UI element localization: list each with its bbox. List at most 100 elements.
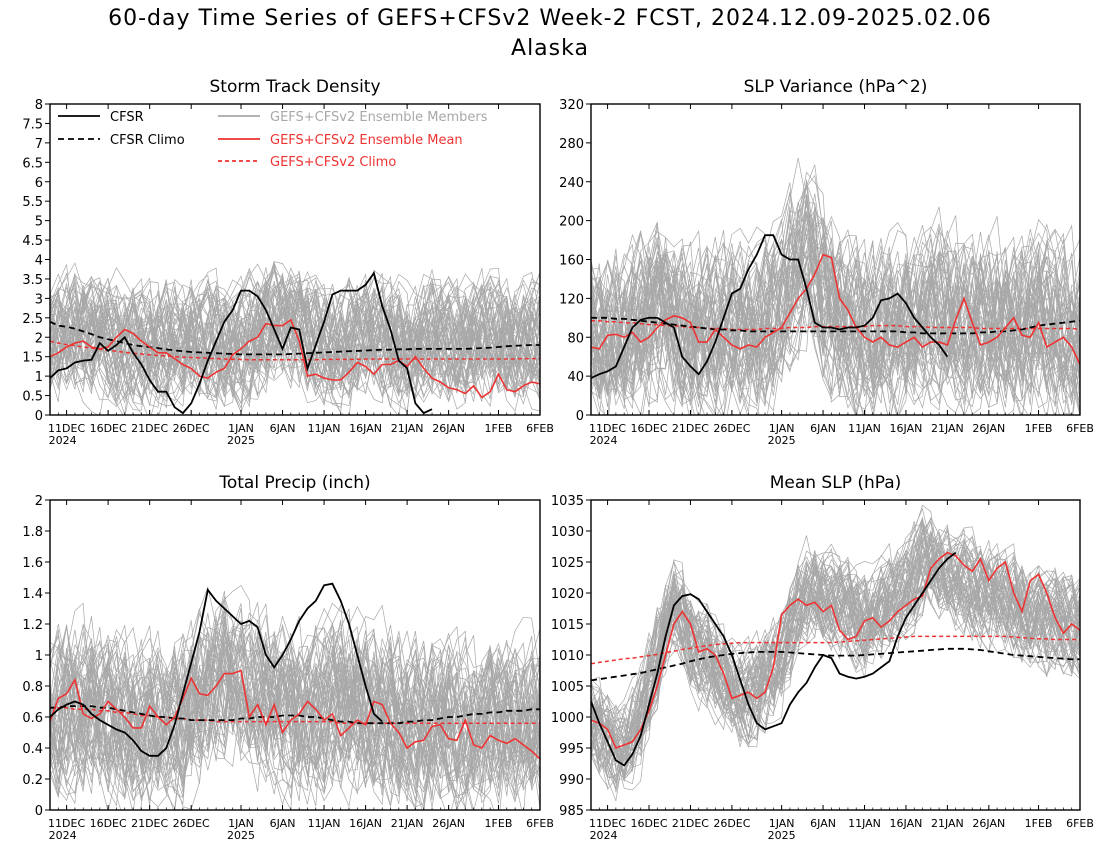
y-tick-label: 2: [35, 331, 43, 346]
x-tick-label: 1JAN: [228, 817, 254, 830]
y-tick-label: 1.4: [22, 587, 43, 602]
legend-label-gefs-climo: GEFS+CFSv2 Climo: [270, 155, 396, 170]
panel-title: SLP Variance (hPa^2): [744, 77, 928, 97]
plot-area: [50, 261, 540, 415]
y-tick-label: 1: [35, 370, 43, 385]
series-cfsr-line: [591, 234, 949, 379]
y-tick-label: 6.5: [22, 156, 43, 171]
panel-title: Storm Track Density: [209, 77, 380, 97]
series-cfsr-line: [50, 270, 433, 415]
ensemble-member-line: [50, 273, 540, 399]
y-tick-label: 3.5: [22, 273, 43, 288]
series-ens-mean-line: [50, 669, 540, 760]
y-tick-label: 1015: [551, 618, 584, 633]
x-tick-label: 16DEC: [90, 817, 127, 830]
y-tick-label: 1025: [551, 556, 584, 571]
ensemble-member-line: [591, 206, 1080, 410]
ensemble-member-line: [50, 607, 540, 783]
x-tick-label: 16DEC: [90, 422, 127, 435]
y-tick-label: 990: [559, 773, 584, 788]
x-tick-label: 21JAN: [931, 422, 964, 435]
y-tick-label: 5: [35, 215, 43, 230]
y-tick-label: 1010: [551, 649, 584, 664]
series-cfsr-climo-line: [50, 320, 540, 356]
ensemble-member-line: [591, 518, 1080, 781]
panel-slp-variance: SLP Variance (hPa^2) 0 40 80 120 160 200 240 280…: [559, 77, 1094, 447]
x-year-label: 2024: [49, 434, 77, 447]
series-ens-mean-line: [50, 318, 540, 399]
series-gefs-climo-line: [591, 635, 1080, 665]
ensemble-member-line: [591, 529, 1080, 773]
x-year-label: 2024: [49, 829, 77, 842]
y-tick-label: 1.6: [22, 556, 43, 571]
x-tick-label: 26DEC: [713, 422, 750, 435]
y-tick-label: 1020: [551, 587, 584, 602]
ensemble-member-line: [591, 164, 1080, 415]
x-year-label: 2024: [590, 434, 618, 447]
legend-label-cfsr: CFSR: [110, 110, 144, 125]
ensemble-member-line: [50, 625, 540, 782]
y-tick-label: 280: [559, 137, 584, 152]
y-tick-label: 0: [576, 409, 584, 424]
x-tick-label: 11DEC: [589, 817, 626, 830]
legend-label-members: GEFS+CFSv2 Ensemble Members: [270, 110, 488, 125]
ensemble-member-line: [591, 547, 1080, 778]
x-year-label: 2024: [590, 829, 618, 842]
y-tick-label: 200: [559, 215, 584, 230]
y-tick-label: 7.5: [22, 117, 43, 132]
y-tick-label: 80: [567, 331, 584, 346]
panel-storm-track: Storm Track Density 0 0.5 1 1.5 2 2.5 3 3.5 4 4.5 5…: [22, 77, 554, 447]
ensemble-member-line: [591, 534, 1080, 753]
ensemble-member-line: [50, 629, 540, 775]
ensemble-member-line: [591, 557, 1080, 751]
plot-area: [50, 582, 540, 810]
x-year-label: 2025: [227, 829, 255, 842]
x-tick-label: 6FEB: [1066, 817, 1094, 830]
y-tick-label: 1035: [551, 494, 584, 509]
y-tick-label: 4: [35, 254, 43, 269]
x-tick-label: 6FEB: [1066, 422, 1094, 435]
ensemble-member-line: [50, 269, 540, 399]
y-tick-label: 3: [35, 292, 43, 307]
x-tick-label: 1FEB: [485, 817, 513, 830]
y-tick-label: 1.5: [22, 351, 43, 366]
x-tick-label: 6JAN: [270, 422, 296, 435]
ensemble-member-line: [50, 276, 540, 408]
series-gefs-climo-line: [50, 706, 540, 724]
ensemble-member-line: [591, 520, 1080, 790]
ensemble-member-line: [50, 630, 540, 808]
x-tick-label: 21DEC: [672, 817, 709, 830]
ensemble-member-line: [50, 281, 540, 405]
x-tick-label: 1FEB: [1025, 817, 1053, 830]
series-cfsr-line: [50, 582, 383, 757]
x-year-label: 2025: [768, 434, 796, 447]
ensemble-member-line: [591, 225, 1080, 415]
y-tick-label: 1: [35, 649, 43, 664]
y-tick-label: 1030: [551, 525, 584, 540]
y-tick-label: 4.5: [22, 234, 43, 249]
x-tick-label: 16JAN: [349, 817, 382, 830]
ensemble-member-line: [50, 630, 540, 789]
x-tick-label: 1JAN: [769, 422, 795, 435]
y-tick-label: 1.2: [22, 618, 43, 633]
x-tick-label: 26DEC: [173, 817, 210, 830]
x-tick-label: 11JAN: [308, 422, 341, 435]
y-tick-label: 240: [559, 176, 584, 191]
ensemble-member-line: [591, 533, 1080, 726]
ensemble-member-line: [591, 182, 1080, 415]
y-tick-label: 2: [35, 494, 43, 509]
ensemble-member-line: [591, 524, 1080, 785]
ensemble-member-line: [50, 261, 540, 415]
ensemble-member-line: [50, 635, 540, 799]
x-tick-label: 6JAN: [810, 817, 836, 830]
y-tick-label: 7: [35, 137, 43, 152]
x-tick-label: 26DEC: [173, 422, 210, 435]
x-tick-label: 26DEC: [713, 817, 750, 830]
x-tick-label: 21JAN: [391, 817, 424, 830]
x-tick-label: 1FEB: [1025, 422, 1053, 435]
x-tick-label: 16JAN: [349, 422, 382, 435]
x-tick-label: 1FEB: [485, 422, 513, 435]
x-tick-label: 6FEB: [526, 422, 554, 435]
x-tick-label: 26JAN: [972, 817, 1005, 830]
ensemble-member-line: [591, 238, 1080, 399]
